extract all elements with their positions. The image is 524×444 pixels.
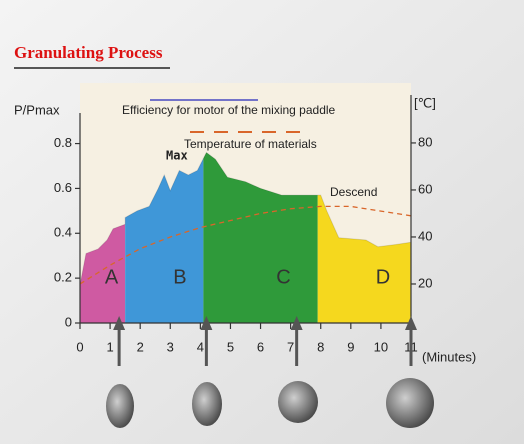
annotation: Descend bbox=[330, 185, 377, 199]
y2-axis-label: [℃] bbox=[414, 95, 436, 110]
y-tick-label: 0 bbox=[65, 314, 72, 329]
region-label: B bbox=[173, 266, 186, 288]
y-axis-label: P/Pmax bbox=[14, 102, 60, 117]
x-tick-label: 10 bbox=[374, 339, 388, 354]
region-label: A bbox=[105, 266, 119, 288]
region-label: D bbox=[376, 266, 390, 288]
legend-label: Temperature of materials bbox=[184, 137, 317, 151]
y-tick-label: 0.2 bbox=[54, 270, 72, 285]
x-tick-label: 9 bbox=[347, 339, 354, 354]
x-tick-label: 3 bbox=[167, 339, 174, 354]
x-tick-label: 6 bbox=[257, 339, 264, 354]
y-tick-label: 0.8 bbox=[54, 135, 72, 150]
granule-image bbox=[192, 382, 222, 426]
x-tick-label: 7 bbox=[287, 339, 294, 354]
x-axis-label: (Minutes) bbox=[422, 349, 476, 364]
y-tick-label: 0.6 bbox=[54, 180, 72, 195]
x-tick-label: 2 bbox=[137, 339, 144, 354]
x-tick-label: 5 bbox=[227, 339, 234, 354]
temperature-line bbox=[79, 205, 412, 285]
granule-image bbox=[106, 384, 134, 428]
y2-tick-label: 80 bbox=[418, 134, 432, 149]
region-label: C bbox=[276, 266, 290, 288]
x-tick-label: 0 bbox=[76, 339, 83, 354]
legend-label: Efficiency for motor of the mixing paddl… bbox=[122, 103, 336, 117]
x-tick-label: 4 bbox=[197, 339, 204, 354]
x-tick-label: 1 bbox=[106, 339, 113, 354]
x-tick-label: 8 bbox=[317, 339, 324, 354]
chart-title: Granulating Process bbox=[14, 43, 163, 62]
arrow-head bbox=[290, 316, 303, 330]
granule-image bbox=[278, 381, 318, 423]
arrow-head bbox=[113, 316, 126, 330]
y2-tick-label: 40 bbox=[418, 228, 432, 243]
y-tick-label: 0.4 bbox=[54, 225, 72, 240]
arrow-head bbox=[405, 316, 417, 330]
arrow-head bbox=[200, 316, 213, 330]
efficiency-line bbox=[79, 151, 412, 285]
annotation: Max bbox=[166, 149, 188, 163]
y2-tick-label: 20 bbox=[418, 275, 432, 290]
y2-tick-label: 60 bbox=[418, 181, 432, 196]
granule-image bbox=[386, 378, 434, 428]
